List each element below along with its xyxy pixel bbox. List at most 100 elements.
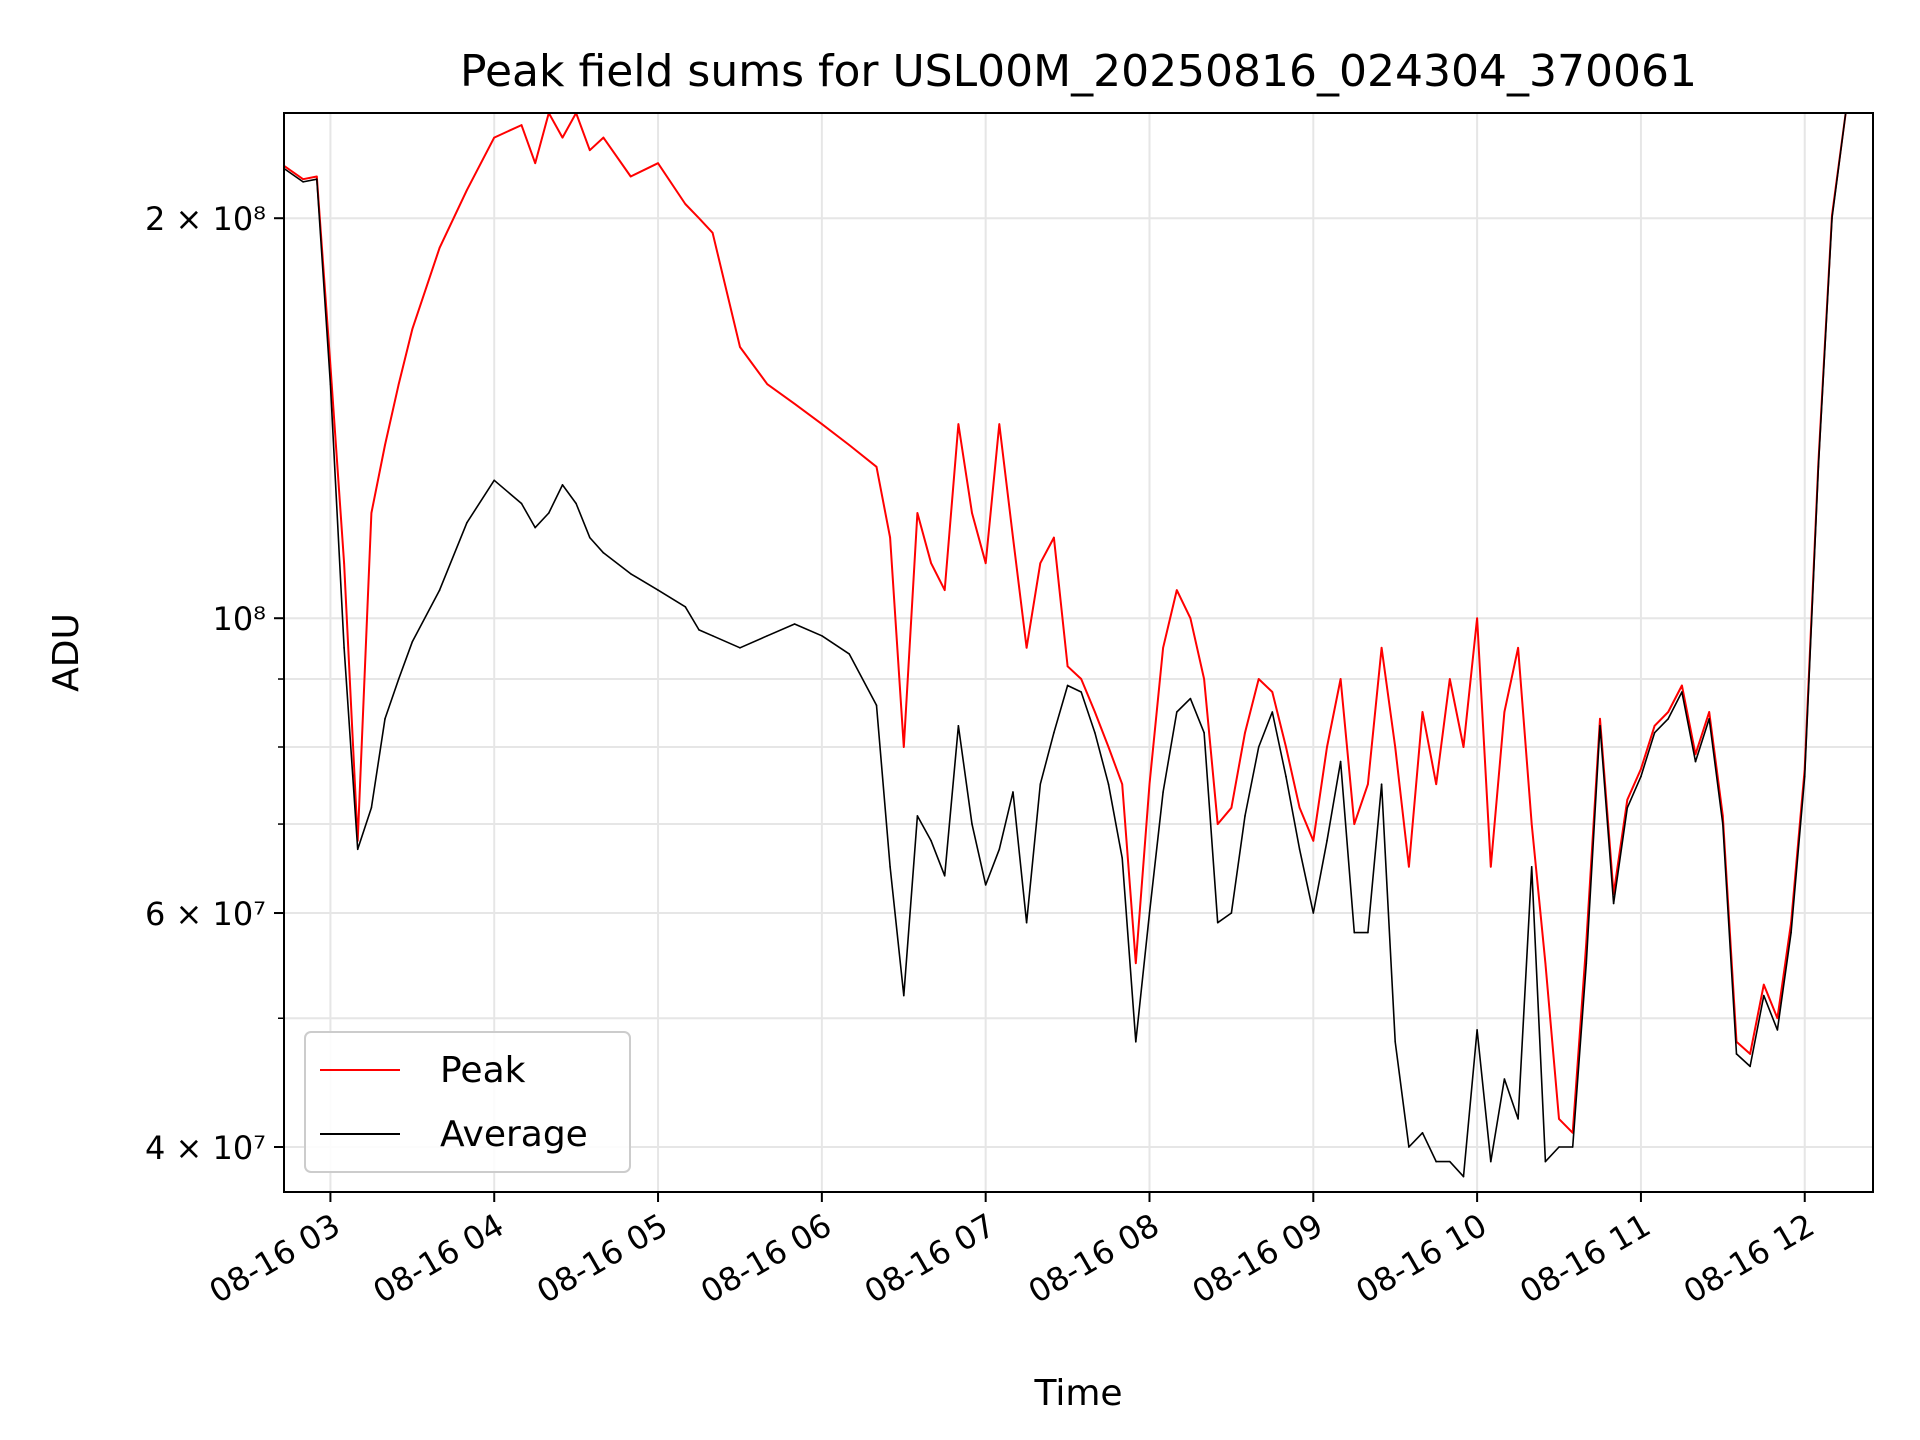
data-point <box>356 848 359 851</box>
series-layer <box>283 112 1847 1178</box>
data-point <box>1230 912 1233 914</box>
data-point <box>1189 617 1192 620</box>
y-axis-label: ADU <box>46 613 87 692</box>
data-point <box>1776 1017 1779 1020</box>
legend-label-peak: Peak <box>440 1050 526 1091</box>
data-point <box>329 383 332 386</box>
data-point <box>1380 647 1383 649</box>
data-point <box>1558 1118 1560 1120</box>
data-point <box>1476 617 1478 620</box>
data-point <box>943 874 946 877</box>
data-point <box>902 994 905 997</box>
data-point <box>1612 902 1615 905</box>
data-point <box>370 512 373 514</box>
series-line-peak <box>283 112 1847 1134</box>
data-point <box>1189 697 1192 700</box>
data-point <box>1421 711 1424 713</box>
legend-box <box>304 1031 631 1173</box>
data-point <box>1599 718 1601 720</box>
data-point <box>1435 1160 1437 1163</box>
data-point <box>1175 711 1178 713</box>
data-point <box>1694 760 1697 763</box>
data-point <box>1776 1029 1779 1031</box>
data-point <box>1121 857 1123 859</box>
data-point <box>1462 746 1465 748</box>
data-point <box>1066 684 1069 687</box>
data-point <box>984 562 987 565</box>
data-point <box>302 178 304 180</box>
data-point <box>1012 791 1014 793</box>
data-point <box>397 383 400 386</box>
data-point <box>411 640 414 643</box>
data-point <box>1544 962 1547 965</box>
data-point <box>1148 783 1151 786</box>
data-point <box>1681 684 1683 687</box>
data-point <box>1025 921 1028 924</box>
data-point <box>534 526 536 529</box>
data-point <box>1517 1118 1519 1120</box>
data-point <box>1094 711 1096 713</box>
data-point <box>1107 783 1110 786</box>
data-point <box>1749 1065 1751 1068</box>
data-point <box>343 562 345 565</box>
data-point <box>1640 775 1642 778</box>
data-point <box>1080 691 1083 693</box>
data-point <box>684 605 687 608</box>
data-point <box>957 423 960 425</box>
data-point <box>1722 823 1724 825</box>
data-point <box>1121 783 1123 786</box>
data-point <box>1599 724 1601 727</box>
y-tick-label: 2 × 10⁸ <box>145 200 266 238</box>
data-point <box>1367 931 1369 934</box>
data-point <box>1326 746 1328 748</box>
data-point <box>1489 1160 1492 1163</box>
data-point <box>1421 1131 1424 1134</box>
data-point <box>1080 678 1083 680</box>
data-point <box>1066 665 1069 668</box>
data-point <box>411 328 414 331</box>
data-point <box>1571 1146 1574 1148</box>
data-point <box>1681 691 1683 693</box>
data-point <box>1817 466 1820 468</box>
data-point <box>1626 799 1629 801</box>
data-point <box>602 136 605 139</box>
data-point <box>711 232 714 234</box>
data-point <box>1790 931 1792 934</box>
data-point <box>1257 678 1260 680</box>
data-point <box>943 589 946 591</box>
data-point <box>1353 931 1356 934</box>
data-point <box>1353 823 1356 825</box>
chart-title: Peak field sums for USL00M_20250816_0243… <box>460 46 1697 97</box>
data-point <box>984 884 987 886</box>
data-point <box>698 217 700 220</box>
data-point <box>1367 783 1369 786</box>
data-point <box>1408 866 1410 868</box>
data-point <box>1476 1029 1478 1031</box>
data-point <box>438 247 441 249</box>
series-line-average <box>283 112 1847 1178</box>
data-point <box>466 521 468 524</box>
data-point <box>1735 1053 1738 1055</box>
data-point <box>438 589 441 591</box>
data-point <box>561 484 564 486</box>
data-point <box>657 162 659 165</box>
data-point <box>1244 815 1246 817</box>
data-point <box>1489 866 1492 868</box>
legend-label-average: Average <box>440 1114 588 1155</box>
data-point <box>1640 768 1642 770</box>
data-point <box>1558 1146 1560 1148</box>
data-point <box>329 364 332 367</box>
data-point <box>1039 783 1042 786</box>
data-point <box>848 444 850 446</box>
data-point <box>848 653 850 655</box>
data-point <box>889 866 891 868</box>
data-point <box>1162 647 1164 649</box>
data-point <box>1408 1146 1410 1148</box>
data-point <box>315 175 318 178</box>
data-point <box>1694 753 1697 756</box>
data-point <box>1025 647 1028 649</box>
data-point <box>875 466 878 468</box>
data-point <box>1135 1040 1137 1043</box>
data-point <box>520 502 523 505</box>
data-point <box>1244 731 1246 734</box>
